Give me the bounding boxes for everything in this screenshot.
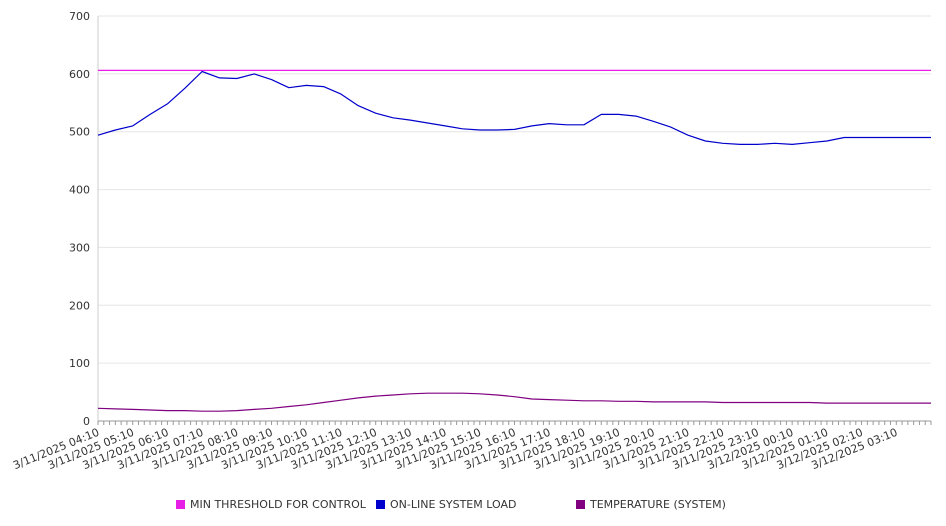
legend-swatch-system-load: [376, 500, 385, 509]
legend-label-temperature: TEMPERATURE (SYSTEM): [590, 498, 726, 511]
series-lines: [97, 69, 931, 412]
legend-label-system-load: ON-LINE SYSTEM LOAD: [390, 498, 517, 511]
y-tick-label: 100: [69, 357, 90, 370]
legend: MIN THRESHOLD FOR CONTROL ON-LINE SYSTEM…: [0, 498, 946, 514]
y-tick-label: 600: [69, 68, 90, 81]
y-tick-label: 700: [69, 10, 90, 23]
grid-lines: [98, 15, 931, 422]
y-tick-label: 500: [69, 126, 90, 139]
y-tick-label: 300: [69, 241, 90, 254]
legend-swatch-temperature: [576, 500, 585, 509]
legend-label-threshold: MIN THRESHOLD FOR CONTROL: [190, 498, 366, 511]
legend-item-system-load: ON-LINE SYSTEM LOAD: [376, 498, 516, 511]
series-line-1: [97, 70, 931, 145]
legend-swatch-threshold: [176, 500, 185, 509]
y-tick-label: 200: [69, 299, 90, 312]
y-axis: 0 100 200 300 400 500 600 700: [69, 10, 99, 428]
legend-item-temperature: TEMPERATURE (SYSTEM): [576, 498, 726, 511]
series-line-2: [97, 392, 931, 412]
x-axis: 3/11/2025 04:103/11/2025 05:103/11/2025 …: [11, 420, 932, 472]
y-tick-label: 0: [83, 415, 90, 428]
y-tick-label: 400: [69, 184, 90, 197]
legend-item-threshold: MIN THRESHOLD FOR CONTROL: [176, 498, 366, 511]
